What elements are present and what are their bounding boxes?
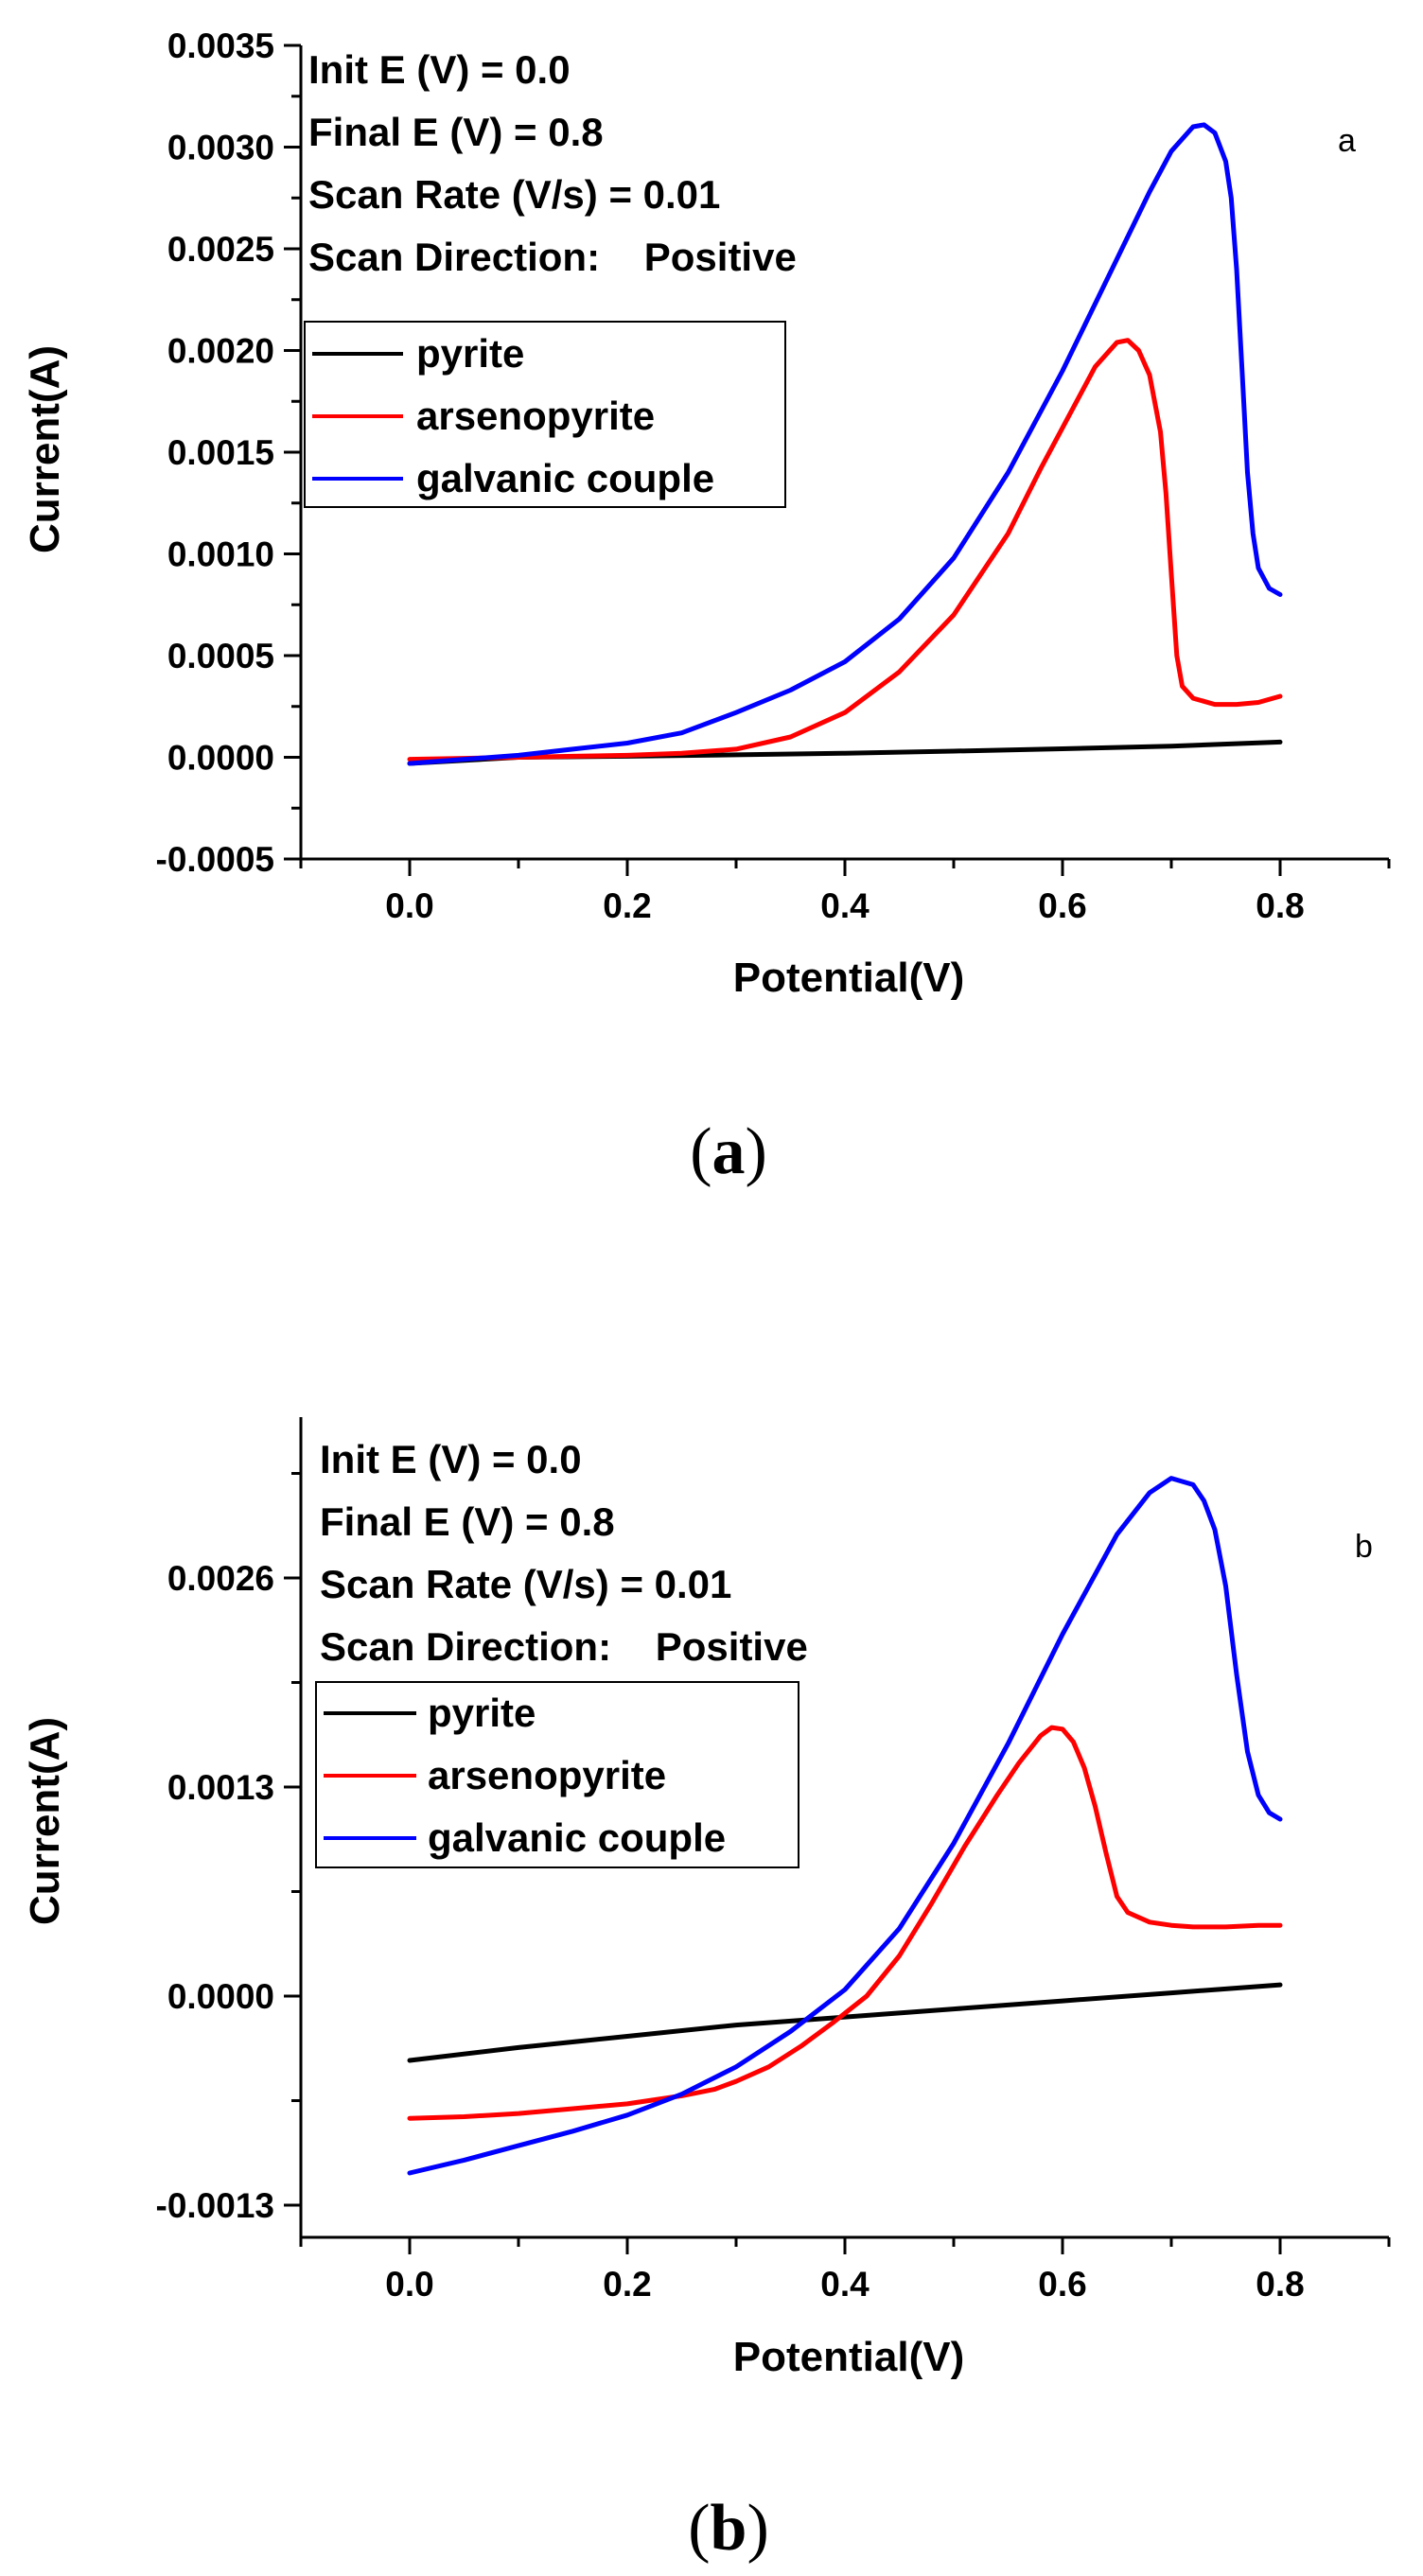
x-tick-label: 0.4	[820, 886, 870, 925]
x-tick-label: 0.2	[603, 2265, 651, 2304]
y-tick-label: 0.0026	[167, 1559, 274, 1598]
legend: pyrite arsenopyrite galvanic couple	[315, 1681, 799, 1868]
axes-layer: 0.0 0.2 0.4 0.6 0.8 -0.0013 0.0000 0.0013 0.0026	[156, 1417, 1391, 2304]
annotation-init-e: Init E (V) = 0.0	[308, 47, 571, 92]
y-axis-title: Current(A)	[22, 345, 68, 553]
y-tick-label: 0.0020	[167, 332, 274, 371]
legend-label-arsenopyrite: arsenopyrite	[416, 394, 655, 438]
annotation-block: Init E (V) = 0.0 Final E (V) = 0.8 Scan …	[308, 47, 797, 279]
legend-label-pyrite: pyrite	[428, 1691, 536, 1735]
chart-panel-b: 0.0 0.2 0.4 0.6 0.8 -0.0013 0.0000 0.0013 0.0026…	[22, 1417, 1391, 2565]
annotation-final-e: Final E (V) = 0.8	[320, 1499, 615, 1544]
legend-label-galvanic-couple: galvanic couple	[428, 1815, 726, 1860]
x-axis-title: Potential(V)	[733, 955, 964, 1001]
series-layer	[407, 1476, 1283, 2176]
y-tick-label: 0.0000	[167, 1977, 274, 2016]
y-tick-label: 0.0000	[167, 739, 274, 778]
y-tick-label: 0.0010	[167, 535, 274, 574]
legend-label-arsenopyrite: arsenopyrite	[428, 1753, 666, 1797]
y-tick-label: 0.0035	[167, 26, 274, 65]
x-tick-label: 0.8	[1256, 2265, 1304, 2304]
axes-layer: 0.0 0.2 0.4 0.6 0.8 -0.0005 0.0000 0.0005 0.0010…	[156, 26, 1391, 925]
annotation-scan-rate: Scan Rate (V/s) = 0.01	[308, 172, 720, 217]
chart-panel-a: 0.0 0.2 0.4 0.6 0.8 -0.0005 0.0000 0.0005 0.0010…	[22, 26, 1391, 1188]
x-axis-title: Potential(V)	[733, 2334, 964, 2380]
x-tick-label: 0.6	[1038, 2265, 1086, 2304]
y-tick-label: -0.0005	[156, 840, 275, 879]
series-line-arsenopyrite	[407, 1725, 1283, 2121]
x-tick-label: 0.4	[820, 2265, 870, 2304]
series-line-galvanic-couple	[407, 1476, 1283, 2176]
x-tick-label: 0.0	[385, 886, 433, 925]
panel-corner-label: b	[1355, 1529, 1373, 1565]
y-axis-title: Current(A)	[22, 1717, 68, 1925]
y-tick-label: 0.0015	[167, 433, 274, 472]
panel-caption: (b)	[688, 2492, 769, 2565]
series-layer	[407, 122, 1283, 766]
legend: pyrite arsenopyrite galvanic couple	[304, 321, 786, 508]
x-tick-label: 0.2	[603, 886, 651, 925]
x-tick-label: 0.8	[1256, 886, 1304, 925]
y-tick-label: -0.0013	[156, 2186, 275, 2225]
annotation-scan-direction: Scan Direction: Positive	[308, 235, 797, 279]
y-tick-label: 0.0025	[167, 230, 274, 269]
series-line-arsenopyrite	[407, 338, 1283, 762]
annotation-scan-direction: Scan Direction: Positive	[320, 1624, 808, 1669]
y-tick-label: 0.0013	[167, 1768, 274, 1807]
y-tick-label: 0.0030	[167, 129, 274, 167]
series-line-pyrite	[407, 1982, 1283, 2063]
y-tick-label: 0.0005	[167, 637, 274, 675]
annotation-final-e: Final E (V) = 0.8	[308, 110, 604, 154]
annotation-scan-rate: Scan Rate (V/s) = 0.01	[320, 1562, 731, 1606]
legend-label-galvanic-couple: galvanic couple	[416, 456, 714, 500]
panel-caption: (a)	[690, 1115, 767, 1188]
annotation-init-e: Init E (V) = 0.0	[320, 1437, 582, 1481]
panel-corner-label: a	[1338, 123, 1356, 159]
series-line-galvanic-couple	[407, 122, 1283, 766]
legend-label-pyrite: pyrite	[416, 331, 524, 376]
annotation-block: Init E (V) = 0.0 Final E (V) = 0.8 Scan …	[320, 1437, 808, 1669]
x-tick-label: 0.6	[1038, 886, 1086, 925]
x-tick-label: 0.0	[385, 2265, 433, 2304]
